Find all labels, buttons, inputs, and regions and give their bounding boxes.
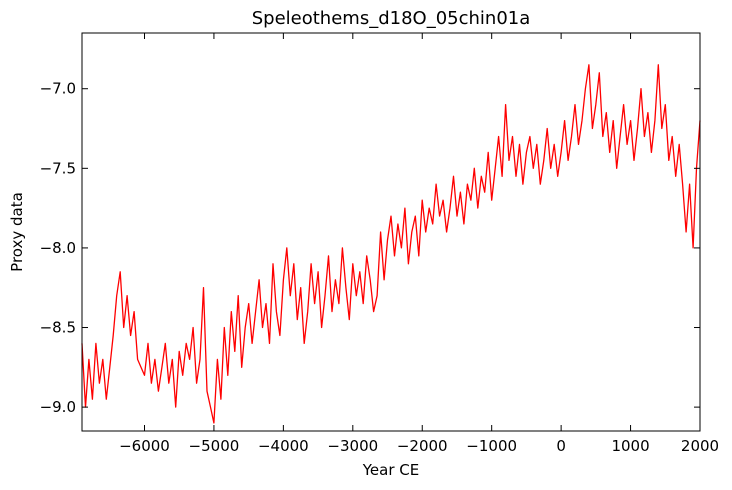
x-tick-label: −5000 — [189, 437, 240, 455]
x-tick-label: 0 — [556, 437, 566, 455]
plot-frame — [81, 32, 701, 432]
chart-title: Speleothems_d18O_05chin01a — [252, 8, 531, 29]
x-ticks: −6000 −5000 −4000 −3000 −2000 −1000 0 1000 2000 — [119, 33, 719, 455]
x-axis-label: Year CE — [362, 461, 419, 479]
x-tick-label: −4000 — [258, 437, 309, 455]
plot-area — [82, 33, 700, 431]
y-tick-label: −9.0 — [40, 398, 76, 416]
x-tick-label: 2000 — [681, 437, 719, 455]
x-tick-label: −6000 — [119, 437, 170, 455]
y-tick-label: −8.5 — [40, 319, 76, 337]
series-layer — [81, 64, 701, 424]
y-tick-label: −7.5 — [40, 159, 76, 177]
x-tick-label: −3000 — [327, 437, 378, 455]
x-tick-label: −2000 — [397, 437, 448, 455]
series-line — [81, 64, 701, 424]
x-tick-label: −1000 — [466, 437, 517, 455]
y-tick-label: −8.0 — [40, 239, 76, 257]
y-axis-label: Proxy data — [8, 192, 26, 272]
y-ticks: −9.0 −8.5 −8.0 −7.5 −7.0 — [40, 80, 700, 416]
y-tick-label: −7.0 — [40, 80, 76, 98]
x-tick-label: 1000 — [611, 437, 649, 455]
